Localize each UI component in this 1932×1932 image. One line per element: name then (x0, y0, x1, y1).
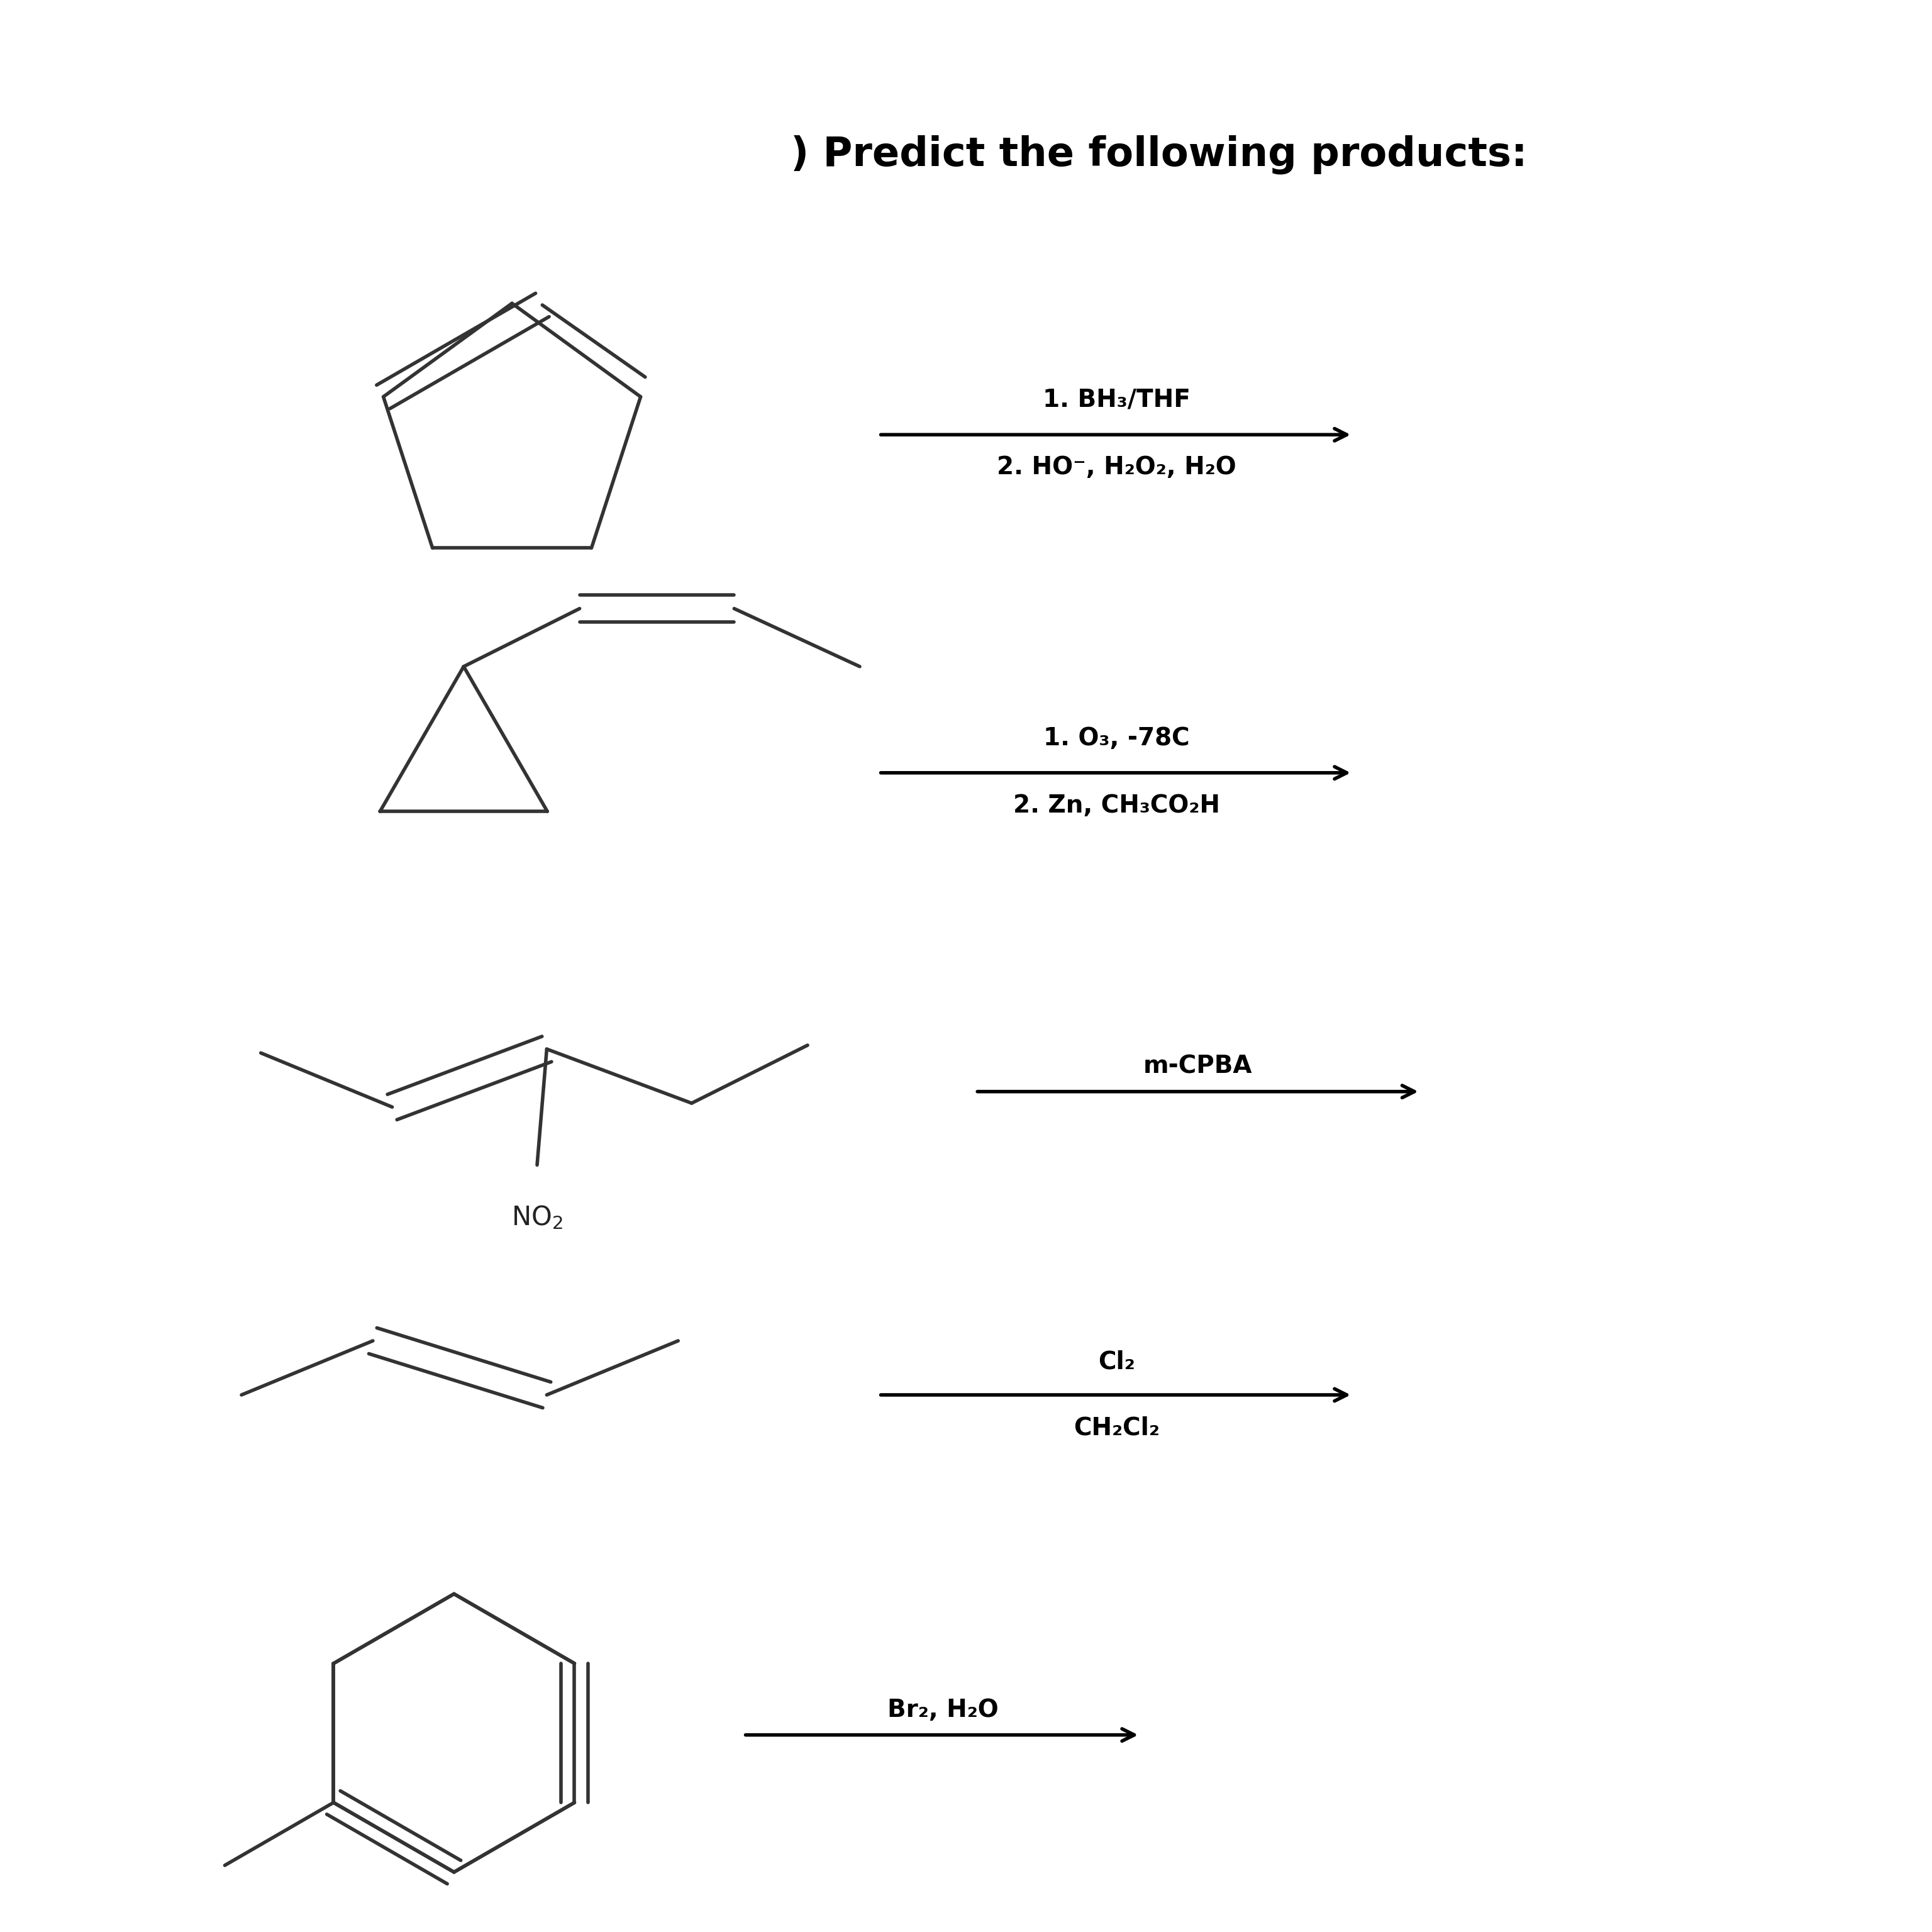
Polygon shape (124, 1733, 299, 1932)
Polygon shape (970, 0, 1144, 195)
Polygon shape (1694, 0, 1868, 195)
Polygon shape (667, 0, 842, 195)
Polygon shape (848, 0, 1024, 195)
Polygon shape (1513, 1733, 1687, 1932)
Polygon shape (487, 1733, 661, 1932)
Polygon shape (1090, 1733, 1265, 1932)
Polygon shape (547, 0, 721, 195)
Polygon shape (607, 0, 782, 195)
Polygon shape (1150, 1733, 1325, 1932)
Polygon shape (1513, 0, 1687, 195)
Polygon shape (4, 0, 178, 195)
Polygon shape (0, 1733, 58, 1932)
Polygon shape (245, 1733, 419, 1932)
Polygon shape (1814, 0, 1932, 195)
Polygon shape (1090, 0, 1265, 195)
Polygon shape (1573, 0, 1748, 195)
Polygon shape (788, 1733, 962, 1932)
Polygon shape (305, 0, 479, 195)
Text: 2. Zn, CH₃CO₂H: 2. Zn, CH₃CO₂H (1012, 794, 1221, 817)
Text: Br₂, H₂O: Br₂, H₂O (887, 1698, 999, 1721)
Text: ) Predict the following products:: ) Predict the following products: (790, 135, 1528, 174)
Polygon shape (365, 0, 541, 195)
Polygon shape (667, 1733, 842, 1932)
Polygon shape (970, 1733, 1144, 1932)
Text: 1. O₃, -78C: 1. O₃, -78C (1043, 726, 1190, 750)
Polygon shape (1754, 1733, 1928, 1932)
Polygon shape (1211, 1733, 1385, 1932)
Polygon shape (1633, 0, 1808, 195)
Polygon shape (848, 1733, 1024, 1932)
Polygon shape (0, 1733, 118, 1932)
Polygon shape (1754, 0, 1928, 195)
Polygon shape (1331, 1733, 1507, 1932)
Polygon shape (0, 0, 118, 195)
Polygon shape (425, 1733, 601, 1932)
Polygon shape (1814, 1733, 1932, 1932)
Text: 1. BH₃/THF: 1. BH₃/THF (1043, 388, 1190, 412)
Polygon shape (1271, 0, 1445, 195)
Polygon shape (184, 1733, 359, 1932)
Text: m-CPBA: m-CPBA (1144, 1055, 1252, 1078)
Polygon shape (547, 1733, 721, 1932)
Polygon shape (184, 0, 359, 195)
Polygon shape (1874, 1733, 1932, 1932)
Polygon shape (1030, 1733, 1204, 1932)
Polygon shape (64, 0, 238, 195)
Polygon shape (64, 1733, 238, 1932)
Polygon shape (1694, 1733, 1868, 1932)
Polygon shape (365, 1733, 541, 1932)
Polygon shape (425, 0, 601, 195)
Polygon shape (1150, 0, 1325, 195)
Polygon shape (607, 1733, 782, 1932)
Polygon shape (124, 0, 299, 195)
Polygon shape (1391, 0, 1567, 195)
Polygon shape (4, 1733, 178, 1932)
Polygon shape (908, 0, 1084, 195)
Polygon shape (1874, 0, 1932, 195)
Polygon shape (1030, 0, 1204, 195)
Polygon shape (305, 1733, 479, 1932)
Polygon shape (1453, 0, 1627, 195)
Polygon shape (245, 0, 419, 195)
Polygon shape (1211, 0, 1385, 195)
Polygon shape (1573, 1733, 1748, 1932)
Polygon shape (487, 0, 661, 195)
Polygon shape (908, 1733, 1084, 1932)
Polygon shape (1271, 1733, 1445, 1932)
Text: NO$_2$: NO$_2$ (512, 1204, 562, 1231)
Polygon shape (728, 1733, 902, 1932)
Text: 2. HO⁻, H₂O₂, H₂O: 2. HO⁻, H₂O₂, H₂O (997, 456, 1236, 479)
Polygon shape (1331, 0, 1507, 195)
Polygon shape (788, 0, 962, 195)
Polygon shape (1633, 1733, 1808, 1932)
Text: Cl₂: Cl₂ (1097, 1350, 1136, 1374)
Text: CH₂Cl₂: CH₂Cl₂ (1074, 1416, 1159, 1439)
Polygon shape (1391, 1733, 1567, 1932)
Polygon shape (728, 0, 902, 195)
Polygon shape (1453, 1733, 1627, 1932)
Polygon shape (0, 0, 58, 195)
